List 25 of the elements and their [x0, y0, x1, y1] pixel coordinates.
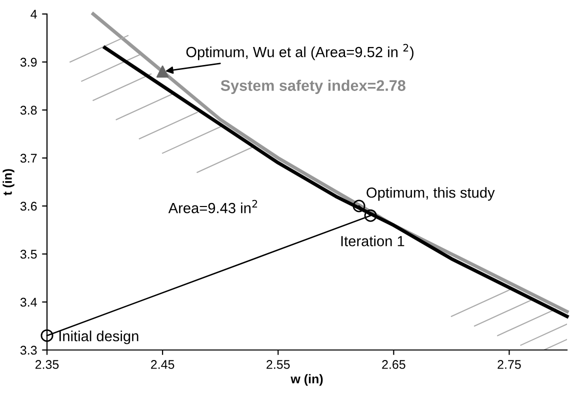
point [156, 66, 169, 78]
y-tick-label: 3.3 [20, 346, 37, 355]
annotation: Area=9.43 in$^{2}$ [168, 200, 258, 214]
x-tick-label: 2.35 [35, 360, 59, 369]
y-tick-label: 3.7 [20, 154, 37, 163]
y-tick-label: 3.8 [20, 106, 37, 115]
annotation: Optimum, this study [366, 187, 495, 201]
point [352, 200, 366, 212]
x-tick-label: 2.65 [382, 360, 406, 369]
x-tick-label: 2.75 [498, 360, 521, 369]
y-tick-label: 4 [30, 10, 37, 19]
point [40, 329, 54, 342]
annotation: Initial design [59, 330, 138, 344]
y-tick-label: 3.5 [20, 250, 37, 259]
y-tick-label: 3.9 [20, 58, 37, 67]
point [364, 209, 377, 222]
x-tick-label: 2.55 [266, 360, 290, 369]
x-tick-label: 2.45 [151, 360, 174, 369]
x-axis-title: w (in) [290, 374, 323, 386]
annotation: System safety index=2.78 [220, 80, 406, 94]
y-tick-label: 3.6 [20, 202, 37, 211]
y-tick-label: 3.4 [20, 298, 37, 307]
annotation: Iteration 1 [341, 236, 404, 246]
annotation: Optimum, Wu et al (Area=9.52 in $^{2}$) [186, 44, 414, 60]
y-axis-title: t (in) [2, 169, 14, 196]
